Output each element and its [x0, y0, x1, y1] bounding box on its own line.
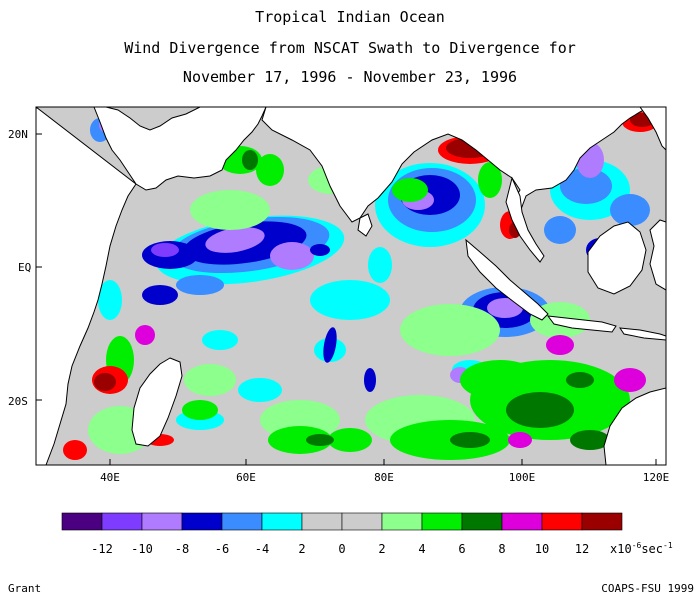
legend-swatch: [581, 512, 623, 531]
contour-patch: [478, 162, 502, 198]
contour-patch: [63, 440, 87, 460]
legend-label: 12: [575, 542, 589, 556]
land-malay-peninsula: [505, 176, 545, 263]
credit-institution: COAPS-FSU 1999: [601, 582, 694, 595]
contour-patch: [184, 364, 236, 396]
legend-label: -6: [215, 542, 229, 556]
contour-patch: [242, 150, 258, 170]
land-philippines: [639, 107, 666, 151]
legend-swatch: [461, 512, 503, 531]
legend-label: -10: [131, 542, 153, 556]
lon-label-80e: 80E: [374, 471, 394, 484]
land-madagascar: [131, 357, 183, 447]
contour-patch: [182, 400, 218, 420]
contour-patch: [364, 368, 376, 392]
lon-label-60e: 60E: [236, 471, 256, 484]
legend-swatch: [261, 512, 303, 531]
contour-patch: [392, 178, 428, 202]
lon-label-40e: 40E: [100, 471, 120, 484]
legend-label: 4: [418, 542, 425, 556]
contour-patch: [400, 304, 500, 356]
legend-swatch: [61, 512, 103, 531]
legend-swatch: [181, 512, 223, 531]
contour-patch: [306, 434, 334, 446]
legend-unit: x10-6sec-1: [610, 541, 673, 556]
contour-patch: [508, 432, 532, 448]
contour-patch: [142, 285, 178, 305]
land-masses: [36, 107, 666, 465]
legend-label: 6: [458, 542, 465, 556]
land-java: [546, 315, 617, 333]
legend-swatch: [141, 512, 183, 531]
land-sri-lanka: [357, 213, 373, 237]
contour-patch: [176, 275, 224, 295]
plot-frame: [35, 106, 667, 466]
contour-patch: [544, 216, 576, 244]
legend-swatch: [341, 512, 383, 531]
legend-swatch: [381, 512, 423, 531]
legend-label: 2: [378, 542, 385, 556]
contour-patch: [205, 227, 265, 253]
lat-label-eq: EQ: [18, 261, 31, 274]
contour-patch: [98, 280, 122, 320]
contour-patch: [310, 280, 390, 320]
contour-patch: [270, 242, 314, 270]
contour-patch: [268, 426, 332, 454]
contour-patch: [566, 372, 594, 388]
contour-patch: [570, 430, 610, 450]
contour-patch: [202, 330, 238, 350]
contour-patch: [460, 360, 540, 400]
contour-patch: [310, 244, 330, 256]
legend-labels: -12 -10 -8 -6 -4 2 0 2 4 6 8 10 12: [91, 542, 589, 556]
lon-label-120e: 120E: [643, 471, 670, 484]
contour-patch: [323, 327, 337, 363]
title-line-3: November 17, 1996 - November 23, 1996: [182, 68, 518, 86]
lon-label-100e: 100E: [509, 471, 536, 484]
land-sumatra: [465, 238, 549, 321]
contour-patch: [560, 168, 612, 204]
legend-label: 2: [298, 542, 305, 556]
legend-swatch: [101, 512, 143, 531]
legend-swatch: [301, 512, 343, 531]
contour-patch: [614, 368, 646, 392]
contour-patch: [450, 432, 490, 448]
divergence-field: [36, 107, 666, 465]
legend-label: 0: [338, 542, 345, 556]
land-timor-chain: [618, 327, 666, 341]
contour-patch: [151, 243, 179, 257]
contour-patch: [94, 373, 116, 391]
legend-swatch: [541, 512, 583, 531]
legend-swatch: [501, 512, 543, 531]
legend-label: -12: [91, 542, 113, 556]
contour-patch: [238, 378, 282, 402]
legend-label: -4: [255, 542, 269, 556]
lat-label-20s: 20S: [8, 395, 28, 408]
land-sulawesi-region: [649, 219, 666, 291]
land-borneo: [587, 221, 647, 295]
legend-colorbar: [61, 512, 623, 531]
credit-author: Grant: [8, 582, 42, 595]
land-india: [261, 107, 651, 223]
contour-patch: [368, 247, 392, 283]
land-africa-arabia: [36, 107, 267, 465]
contour-patch: [610, 194, 650, 226]
contour-patch: [256, 154, 284, 186]
axis-ticks: [36, 133, 657, 465]
legend-swatch: [221, 512, 263, 531]
legend-label: -8: [175, 542, 189, 556]
title-line-1: Tropical Indian Ocean: [255, 8, 445, 26]
contour-patch: [487, 298, 523, 318]
legend-label: 10: [535, 542, 549, 556]
contour-patch: [328, 428, 372, 452]
contour-patch: [135, 325, 155, 345]
contour-patch: [190, 190, 270, 230]
contour-patch: [546, 335, 574, 355]
legend-swatch: [421, 512, 463, 531]
contour-patch: [506, 392, 574, 428]
lat-label-20n: 20N: [8, 128, 28, 141]
legend-label: 8: [498, 542, 505, 556]
title-line-2: Wind Divergence from NSCAT Swath to Dive…: [124, 39, 576, 57]
land-australia: [603, 387, 666, 465]
